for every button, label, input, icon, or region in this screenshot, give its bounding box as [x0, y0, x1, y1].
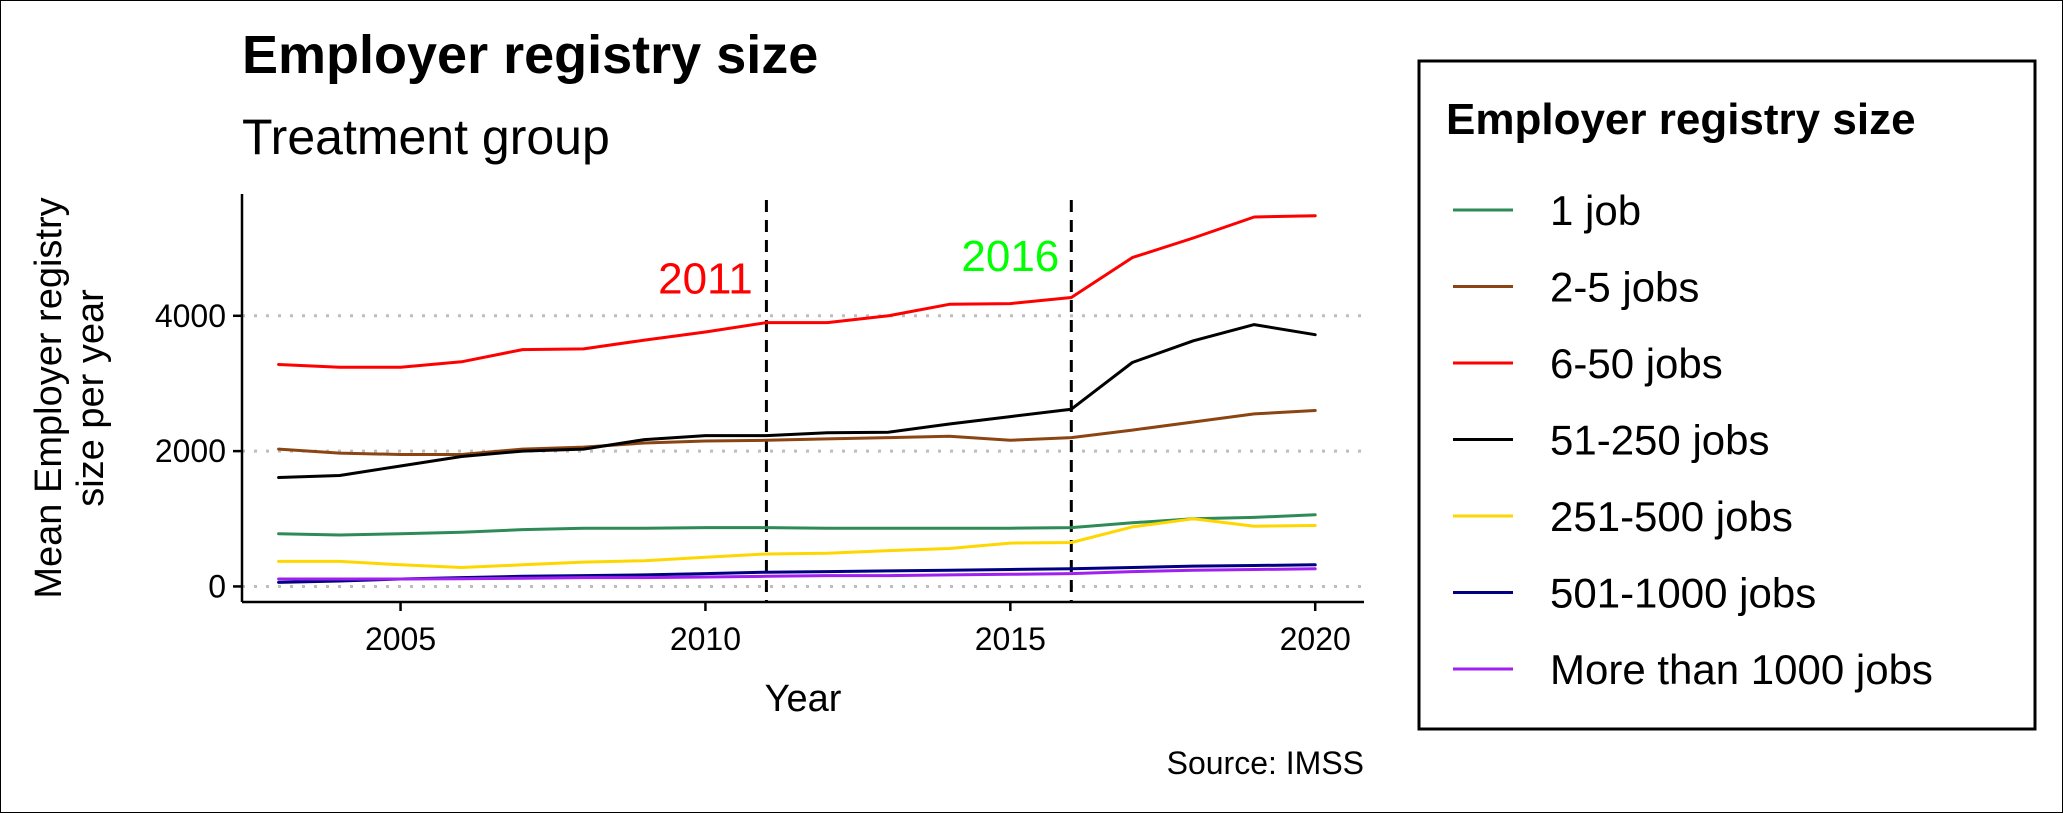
x-axis-title: Year [765, 678, 842, 720]
legend-item-3: 51-250 jobs [1453, 417, 1770, 464]
chart-title: Employer registry size [242, 25, 818, 85]
legend-label-5: 501-1000 jobs [1550, 570, 1816, 617]
series-line-4 [277, 517, 1317, 569]
series-line-2 [277, 214, 1317, 369]
legend: Employer registry size 1 job 2-5 jobs 6-50… [1417, 59, 2037, 731]
series-line-0 [277, 513, 1317, 537]
y-tick-label-2000: 2000 [155, 433, 226, 469]
legend-label-3: 51-250 jobs [1550, 417, 1770, 464]
x-tick-label-2020: 2020 [1280, 621, 1351, 657]
y-axis-title-line-1: Mean Employer registry [28, 197, 70, 598]
legend-label-4: 251-500 jobs [1550, 493, 1793, 540]
y-axis-title-line-2: size per year [70, 289, 112, 507]
series-line-3 [277, 323, 1317, 479]
legend-item-5: 501-1000 jobs [1453, 570, 1816, 617]
legend-item-6: More than 1000 jobs [1453, 646, 1933, 693]
y-axis-title: Mean Employer registry size per year [28, 197, 112, 598]
x-tick-label-2010: 2010 [670, 621, 741, 657]
legend-label-6: More than 1000 jobs [1550, 646, 1933, 693]
chart-caption: Source: IMSS [1167, 745, 1364, 781]
reference-lines [764, 200, 1073, 602]
legend-label-2: 6-50 jobs [1550, 340, 1723, 387]
y-tick-label-4000: 4000 [155, 298, 226, 334]
y-tick-label-0: 0 [208, 568, 226, 604]
legend-box [1417, 59, 2037, 731]
legend-label-0: 1 job [1550, 187, 1641, 234]
legend-title: Employer registry size [1446, 95, 1916, 144]
series-line-1 [277, 409, 1317, 456]
y-axis-ticks: 0 2000 4000 [155, 298, 242, 604]
annotations: 2011 2016 [658, 232, 1059, 303]
chart-subtitle: Treatment group [242, 109, 610, 165]
legend-label-1: 2-5 jobs [1550, 264, 1699, 311]
legend-items: 1 job 2-5 jobs 6-50 jobs 51-250 jobs 251-500… [1453, 187, 1933, 693]
legend-item-1: 2-5 jobs [1453, 264, 1699, 311]
x-tick-label-2005: 2005 [365, 621, 436, 657]
x-axis-ticks: 2005 2010 2015 2020 [365, 602, 1351, 657]
legend-item-4: 251-500 jobs [1453, 493, 1793, 540]
legend-item-2: 6-50 jobs [1453, 340, 1723, 387]
series-line-6 [277, 567, 1317, 581]
annotation-1: 2016 [961, 232, 1059, 281]
series-lines [277, 214, 1317, 584]
gridlines [242, 314, 1364, 588]
legend-item-0: 1 job [1453, 187, 1641, 234]
annotation-0: 2011 [658, 254, 753, 303]
x-tick-label-2015: 2015 [975, 621, 1046, 657]
